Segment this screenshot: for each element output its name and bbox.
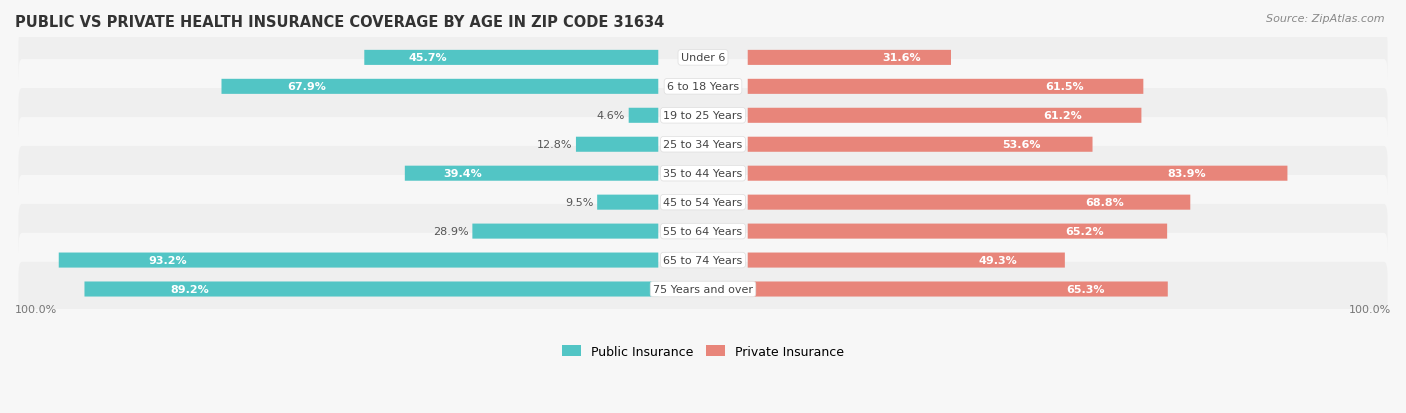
FancyBboxPatch shape [59,253,658,268]
Text: 89.2%: 89.2% [170,284,209,294]
Text: 68.8%: 68.8% [1085,198,1123,208]
Text: 28.9%: 28.9% [433,227,470,237]
FancyBboxPatch shape [748,138,1092,152]
Text: 100.0%: 100.0% [1348,304,1391,315]
Text: 45 to 54 Years: 45 to 54 Years [664,198,742,208]
Text: 65.3%: 65.3% [1066,284,1105,294]
Text: PUBLIC VS PRIVATE HEALTH INSURANCE COVERAGE BY AGE IN ZIP CODE 31634: PUBLIC VS PRIVATE HEALTH INSURANCE COVER… [15,15,664,30]
FancyBboxPatch shape [748,253,1064,268]
FancyBboxPatch shape [18,89,1388,143]
Text: 83.9%: 83.9% [1168,169,1206,179]
Text: 45.7%: 45.7% [408,53,447,63]
Text: 65.2%: 65.2% [1066,227,1104,237]
FancyBboxPatch shape [405,166,658,181]
FancyBboxPatch shape [18,176,1388,230]
Text: 25 to 34 Years: 25 to 34 Years [664,140,742,150]
FancyBboxPatch shape [18,31,1388,85]
FancyBboxPatch shape [576,138,658,152]
FancyBboxPatch shape [472,224,658,239]
FancyBboxPatch shape [748,109,1142,123]
Text: 4.6%: 4.6% [598,111,626,121]
Text: 61.5%: 61.5% [1046,82,1084,92]
FancyBboxPatch shape [18,147,1388,201]
Text: 31.6%: 31.6% [882,53,921,63]
Text: 100.0%: 100.0% [15,304,58,315]
Text: 61.2%: 61.2% [1043,111,1083,121]
FancyBboxPatch shape [748,282,1168,297]
Text: 39.4%: 39.4% [443,169,482,179]
Text: 75 Years and over: 75 Years and over [652,284,754,294]
FancyBboxPatch shape [222,80,658,95]
FancyBboxPatch shape [18,204,1388,259]
Text: 65 to 74 Years: 65 to 74 Years [664,255,742,266]
Text: Source: ZipAtlas.com: Source: ZipAtlas.com [1267,14,1385,24]
FancyBboxPatch shape [364,51,658,66]
Text: 6 to 18 Years: 6 to 18 Years [666,82,740,92]
Legend: Public Insurance, Private Insurance: Public Insurance, Private Insurance [557,340,849,363]
Text: 35 to 44 Years: 35 to 44 Years [664,169,742,179]
Text: 93.2%: 93.2% [149,255,187,266]
Text: 19 to 25 Years: 19 to 25 Years [664,111,742,121]
FancyBboxPatch shape [18,233,1388,287]
FancyBboxPatch shape [748,51,950,66]
FancyBboxPatch shape [18,118,1388,172]
FancyBboxPatch shape [84,282,658,297]
FancyBboxPatch shape [748,80,1143,95]
FancyBboxPatch shape [18,262,1388,316]
Text: 49.3%: 49.3% [979,255,1018,266]
FancyBboxPatch shape [748,195,1191,210]
FancyBboxPatch shape [628,109,658,123]
FancyBboxPatch shape [18,60,1388,114]
FancyBboxPatch shape [748,224,1167,239]
Text: 67.9%: 67.9% [287,82,326,92]
Text: 9.5%: 9.5% [565,198,593,208]
FancyBboxPatch shape [748,166,1288,181]
Text: 12.8%: 12.8% [537,140,572,150]
Text: 55 to 64 Years: 55 to 64 Years [664,227,742,237]
FancyBboxPatch shape [598,195,658,210]
Text: 53.6%: 53.6% [1002,140,1040,150]
Text: Under 6: Under 6 [681,53,725,63]
